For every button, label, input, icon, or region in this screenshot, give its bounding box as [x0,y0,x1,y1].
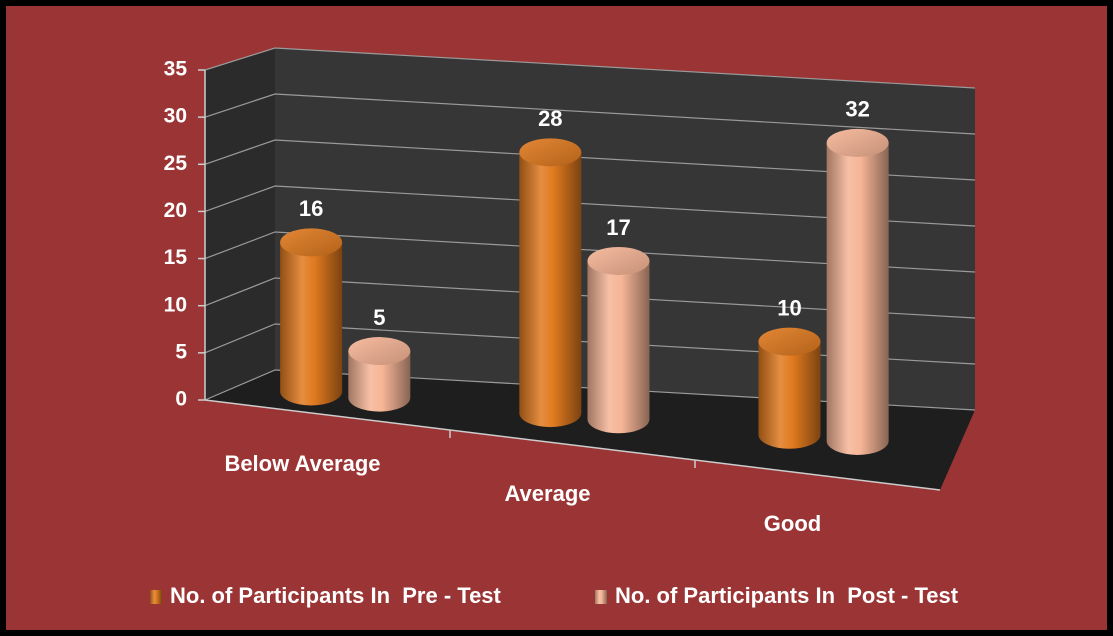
back-wall [275,48,975,410]
grid-line [204,185,976,227]
bar-top [519,138,582,167]
bar [348,337,411,412]
bar-body [587,260,650,434]
bar-body [519,152,582,428]
value-label: 5 [373,305,385,330]
value-label: 16 [299,196,323,221]
value-label: 10 [777,295,801,320]
legend-swatch [150,590,162,604]
value-label: 17 [606,215,630,240]
grid-line [204,369,976,411]
y-tick-label: 30 [164,105,187,128]
grid-line [204,93,976,135]
y-tick-label: 5 [175,340,187,363]
bar-body [280,242,343,406]
y-tick-label: 35 [164,58,188,81]
bar [280,228,343,406]
grid-line [204,47,976,89]
bar-top [348,337,411,366]
y-tick-label: 0 [175,388,187,411]
bar-top [826,128,889,157]
bar-top [587,246,650,275]
bar-body [348,351,411,412]
legend-swatch [595,590,607,604]
bar [519,138,582,428]
bar [758,327,821,449]
x-axis [204,399,941,491]
x-tick-label: Good [764,511,821,536]
bar-top [280,228,343,257]
bar-body [826,142,889,455]
grid-line [204,277,976,319]
x-tick-label: Below Average [224,451,380,476]
grid-line [204,231,976,273]
legend-label: No. of Participants In Post - Test [615,583,959,608]
bar-top [758,327,821,356]
bar-body [758,341,821,449]
y-tick-label: 10 [164,293,187,316]
y-tick-label: 25 [164,152,188,175]
grid-line [204,139,976,181]
y-tick-label: 20 [164,199,187,222]
legend-label: No. of Participants In Pre - Test [170,583,502,608]
bar [587,246,650,434]
x-tick-label: Average [504,481,590,506]
value-label: 28 [538,106,562,131]
side-wall [205,48,275,400]
y-tick-label: 15 [164,246,188,269]
bar [826,128,889,455]
value-label: 32 [845,97,869,122]
grid-line [204,323,976,365]
